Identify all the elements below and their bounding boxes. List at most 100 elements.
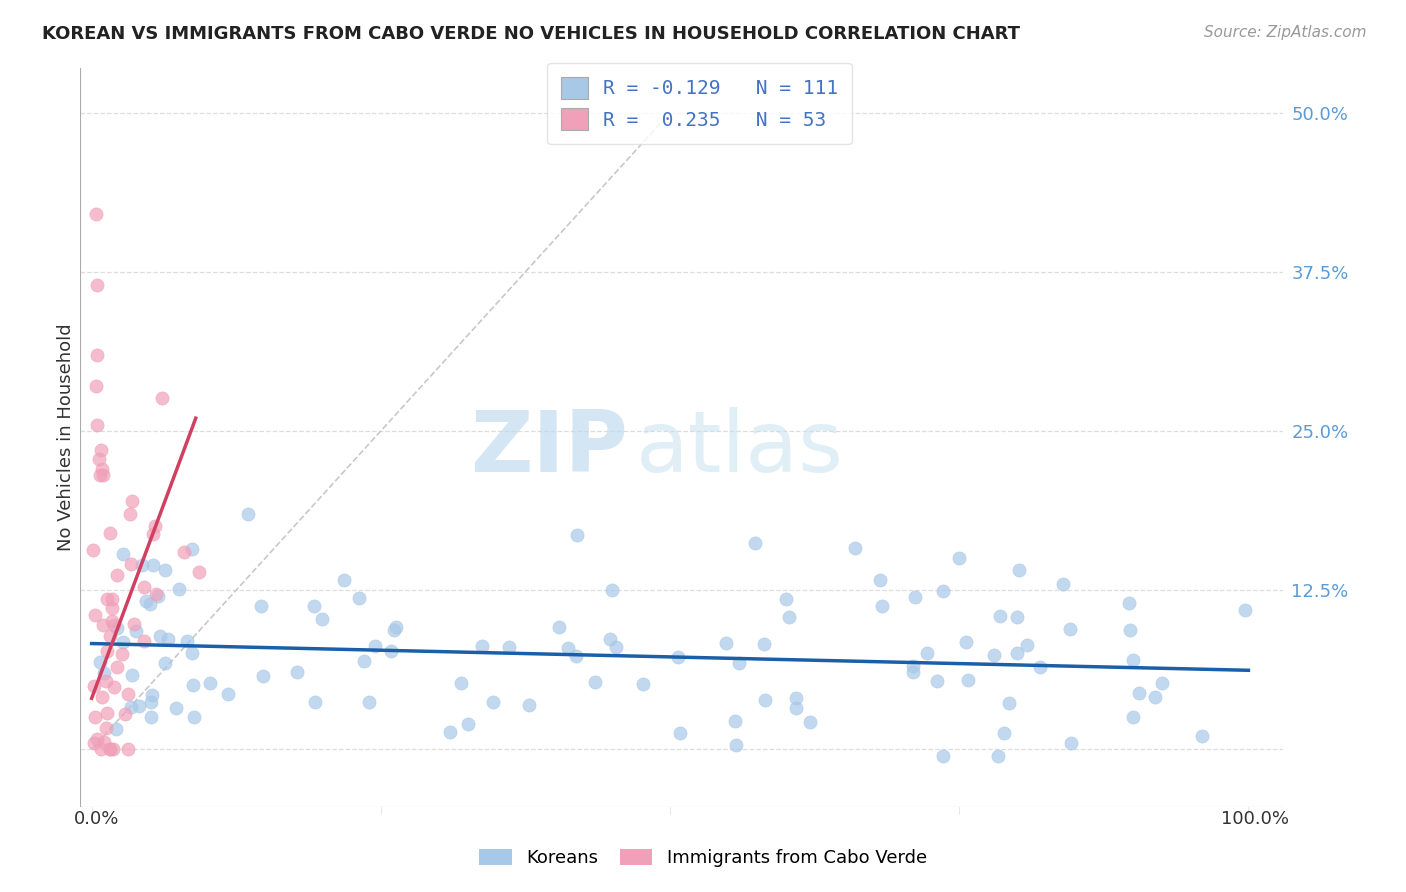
Point bbox=[785, 691, 807, 706]
Point bbox=[903, 658, 925, 673]
Point bbox=[599, 632, 621, 647]
Legend: Koreans, Immigrants from Cabo Verde: Koreans, Immigrants from Cabo Verde bbox=[470, 839, 936, 876]
Point bbox=[439, 724, 461, 739]
Point bbox=[198, 675, 221, 690]
Point bbox=[557, 640, 579, 655]
Point bbox=[1152, 675, 1174, 690]
Point bbox=[120, 700, 142, 714]
Point bbox=[84, 379, 107, 393]
Point bbox=[725, 739, 748, 753]
Point bbox=[1015, 638, 1038, 652]
Point bbox=[250, 599, 273, 614]
Point bbox=[778, 609, 800, 624]
Point bbox=[132, 633, 155, 648]
Point bbox=[1233, 603, 1256, 617]
Point bbox=[302, 599, 325, 613]
Point bbox=[150, 392, 173, 406]
Point bbox=[180, 646, 202, 660]
Point bbox=[83, 608, 105, 623]
Point bbox=[915, 646, 938, 660]
Point bbox=[1008, 563, 1031, 577]
Point bbox=[236, 507, 259, 521]
Point bbox=[173, 545, 195, 559]
Point bbox=[96, 673, 118, 688]
Point bbox=[83, 679, 105, 693]
Point bbox=[931, 584, 953, 599]
Point bbox=[1005, 646, 1028, 660]
Point bbox=[135, 594, 157, 608]
Point bbox=[1029, 660, 1052, 674]
Point bbox=[752, 637, 775, 651]
Point bbox=[83, 736, 105, 750]
Point bbox=[1143, 690, 1166, 704]
Point bbox=[149, 629, 172, 643]
Point bbox=[181, 678, 204, 692]
Point bbox=[141, 558, 163, 572]
Point bbox=[385, 619, 408, 633]
Point bbox=[104, 722, 127, 736]
Point bbox=[117, 742, 139, 756]
Point bbox=[141, 689, 163, 703]
Text: 100.0%: 100.0% bbox=[1222, 810, 1289, 828]
Point bbox=[112, 547, 135, 561]
Point bbox=[932, 748, 955, 763]
Point bbox=[714, 636, 737, 650]
Point bbox=[364, 640, 387, 654]
Point bbox=[141, 710, 163, 724]
Point bbox=[120, 507, 142, 521]
Point bbox=[89, 468, 111, 483]
Point bbox=[105, 621, 128, 635]
Point bbox=[157, 632, 180, 647]
Point bbox=[98, 525, 121, 540]
Point bbox=[565, 649, 588, 664]
Point bbox=[353, 654, 375, 668]
Point bbox=[90, 443, 112, 458]
Point bbox=[997, 696, 1019, 710]
Text: 0.0%: 0.0% bbox=[75, 810, 120, 828]
Point bbox=[844, 541, 866, 555]
Point bbox=[101, 591, 124, 606]
Point bbox=[111, 647, 134, 661]
Point bbox=[925, 673, 948, 688]
Point bbox=[357, 695, 380, 709]
Point bbox=[82, 542, 104, 557]
Point bbox=[1122, 710, 1144, 724]
Point bbox=[86, 417, 108, 432]
Point bbox=[1060, 736, 1083, 750]
Point bbox=[600, 583, 623, 598]
Point bbox=[904, 590, 927, 604]
Point bbox=[117, 687, 139, 701]
Point bbox=[311, 612, 333, 626]
Point bbox=[724, 714, 747, 729]
Point bbox=[84, 207, 107, 221]
Point bbox=[143, 519, 166, 533]
Point bbox=[252, 669, 274, 683]
Point bbox=[89, 656, 111, 670]
Point bbox=[86, 347, 108, 361]
Point bbox=[304, 695, 326, 709]
Point bbox=[1118, 596, 1140, 610]
Point bbox=[498, 640, 520, 655]
Point bbox=[155, 563, 177, 577]
Point bbox=[1191, 730, 1213, 744]
Point bbox=[983, 648, 1005, 663]
Point bbox=[347, 591, 370, 606]
Point bbox=[457, 716, 479, 731]
Point bbox=[86, 277, 108, 292]
Point bbox=[142, 526, 165, 541]
Point bbox=[183, 710, 205, 724]
Point bbox=[993, 726, 1015, 740]
Text: KOREAN VS IMMIGRANTS FROM CABO VERDE NO VEHICLES IN HOUSEHOLD CORRELATION CHART: KOREAN VS IMMIGRANTS FROM CABO VERDE NO … bbox=[42, 25, 1021, 43]
Point bbox=[333, 573, 356, 587]
Point bbox=[605, 640, 627, 654]
Point bbox=[100, 742, 122, 756]
Point bbox=[181, 541, 204, 556]
Point bbox=[98, 742, 121, 756]
Point bbox=[96, 706, 118, 720]
Y-axis label: No Vehicles in Household: No Vehicles in Household bbox=[58, 324, 75, 551]
Point bbox=[103, 680, 125, 694]
Point bbox=[103, 618, 125, 632]
Point bbox=[799, 714, 821, 729]
Point bbox=[167, 582, 190, 596]
Point bbox=[548, 620, 571, 634]
